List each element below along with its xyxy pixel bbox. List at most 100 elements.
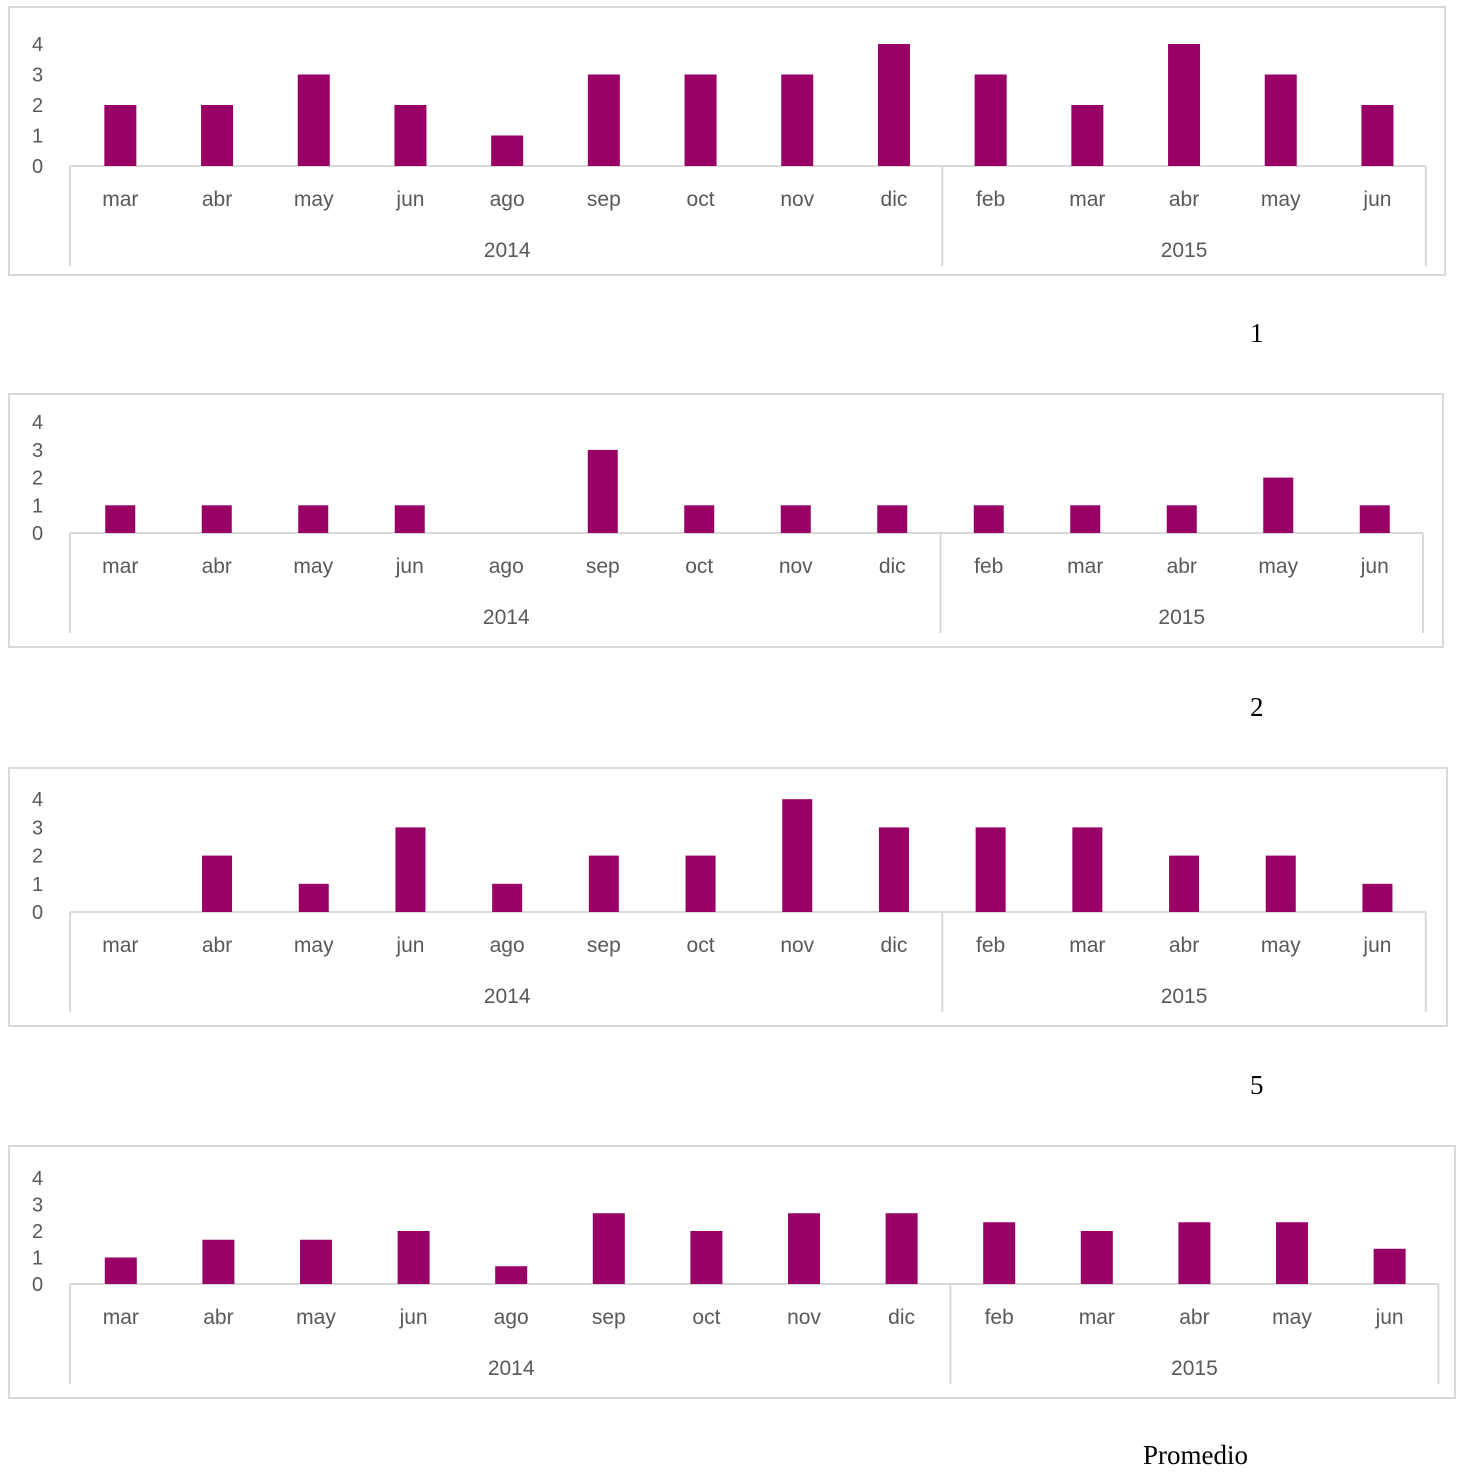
bar xyxy=(202,855,233,912)
x-tick-label: abr xyxy=(202,934,232,957)
bar xyxy=(104,105,137,166)
x-tick-label: ago xyxy=(490,188,525,211)
y-tick-label: 1 xyxy=(32,874,43,896)
bar xyxy=(1080,1231,1113,1284)
y-tick-label: 4 xyxy=(32,34,43,56)
x-tick-label: may xyxy=(1272,1306,1312,1329)
bar xyxy=(684,505,715,533)
chart-svg: 0 1 2 3 4 mar abr may jun ago sep oct nov dic feb mar ab… xyxy=(32,1168,1440,1384)
x-tick-label: abr xyxy=(202,188,232,211)
bar xyxy=(885,1213,918,1284)
x-tick-label: jun xyxy=(1360,555,1389,578)
group-label: 2014 xyxy=(488,1357,535,1380)
bar xyxy=(780,505,811,533)
bar xyxy=(1362,883,1393,912)
y-tick-label: 1 xyxy=(32,495,43,517)
x-tick-label: mar xyxy=(1069,934,1105,957)
bar xyxy=(877,505,908,533)
x-tick-label: abr xyxy=(1179,1306,1209,1329)
group-label: 2014 xyxy=(484,239,531,262)
bar xyxy=(394,505,425,533)
bar xyxy=(592,1213,625,1284)
bar xyxy=(1072,827,1103,912)
x-tick-label: abr xyxy=(203,1306,233,1329)
bar xyxy=(1276,1222,1308,1284)
chart-panel-5: 0 1 2 3 4 mar abr may jun ago sep oct nov dic feb mar ab… xyxy=(8,767,1448,1027)
x-tick-label: abr xyxy=(1169,188,1199,211)
x-tick-label: mar xyxy=(1079,1306,1115,1329)
x-tick-label: dic xyxy=(888,1306,915,1329)
bar xyxy=(684,74,717,166)
bar xyxy=(1168,44,1201,166)
bar xyxy=(394,105,427,166)
x-tick-label: sep xyxy=(587,188,621,211)
bar xyxy=(973,505,1004,533)
x-tick-label: jun xyxy=(395,188,424,211)
chart-panel-2: 0 1 2 3 4 mar abr may jun ago sep oct nov dic feb mar ab… xyxy=(8,393,1444,648)
x-tick-label: may xyxy=(1261,934,1301,957)
group-label: 2014 xyxy=(484,985,531,1008)
bar xyxy=(788,1213,820,1284)
bar xyxy=(1359,505,1390,533)
chart-caption-5: 5 xyxy=(1250,1070,1264,1100)
bar xyxy=(105,505,136,533)
bar xyxy=(201,105,234,166)
x-tick-label: mar xyxy=(1069,188,1105,211)
y-tick-label: 0 xyxy=(32,156,43,178)
x-tick-label: jun xyxy=(1362,934,1391,957)
bar xyxy=(587,74,620,166)
y-tick-label: 0 xyxy=(32,1274,43,1296)
x-tick-label: dic xyxy=(881,934,908,957)
bar xyxy=(1264,74,1297,166)
chart-svg: 0 1 2 3 4 mar abr may jun ago sep oct nov dic feb mar ab… xyxy=(32,412,1424,633)
x-tick-label: may xyxy=(1258,555,1298,578)
bar xyxy=(298,505,329,533)
group-label: 2015 xyxy=(1171,1357,1218,1380)
bar xyxy=(492,883,523,912)
y-tick-label: 3 xyxy=(32,440,43,462)
x-tick-label: mar xyxy=(103,1306,139,1329)
x-tick-label: jun xyxy=(1362,188,1391,211)
x-tick-label: jun xyxy=(1375,1306,1404,1329)
bar xyxy=(690,1231,723,1284)
x-tick-label: oct xyxy=(687,188,715,211)
x-tick-label: sep xyxy=(587,934,621,957)
x-tick-label: mar xyxy=(102,188,138,211)
x-tick-label: oct xyxy=(692,1306,720,1329)
chart-panel-1: 0 1 2 3 4 mar abr may jun ago sep oct nov dic feb mar ab… xyxy=(8,6,1446,276)
y-tick-label: 4 xyxy=(32,789,43,811)
bar xyxy=(877,44,910,166)
x-tick-label: may xyxy=(293,555,333,578)
bar xyxy=(588,855,619,912)
chart-caption-2: 2 xyxy=(1250,692,1264,722)
chart-panel-promedio: 0 1 2 3 4 mar abr may jun ago sep oct nov dic feb mar ab… xyxy=(8,1145,1456,1399)
y-tick-label: 2 xyxy=(32,468,43,490)
x-tick-label: abr xyxy=(1167,555,1197,578)
y-tick-label: 4 xyxy=(32,1168,43,1190)
bar xyxy=(395,827,426,912)
group-label: 2014 xyxy=(483,606,530,629)
bar xyxy=(1070,505,1101,533)
chart-caption-promedio: Promedio xyxy=(1143,1440,1248,1470)
group-label: 2015 xyxy=(1161,239,1208,262)
y-tick-label: 4 xyxy=(32,412,43,434)
y-tick-label: 0 xyxy=(32,523,43,545)
x-tick-label: ago xyxy=(490,934,525,957)
x-tick-label: abr xyxy=(1169,934,1199,957)
x-tick-label: mar xyxy=(1067,555,1103,578)
chart-caption-1: 1 xyxy=(1250,318,1264,348)
bar xyxy=(397,1231,430,1284)
bar xyxy=(201,505,232,533)
bar xyxy=(1071,105,1104,166)
x-tick-label: abr xyxy=(202,555,232,578)
y-tick-label: 2 xyxy=(32,95,43,117)
bar xyxy=(781,74,814,166)
x-tick-label: dic xyxy=(881,188,908,211)
bar xyxy=(983,1222,1016,1284)
bar xyxy=(1169,855,1200,912)
x-tick-label: sep xyxy=(586,555,620,578)
x-tick-label: may xyxy=(1261,188,1301,211)
bar xyxy=(587,449,618,533)
bar xyxy=(104,1257,137,1284)
bar xyxy=(1178,1222,1211,1284)
